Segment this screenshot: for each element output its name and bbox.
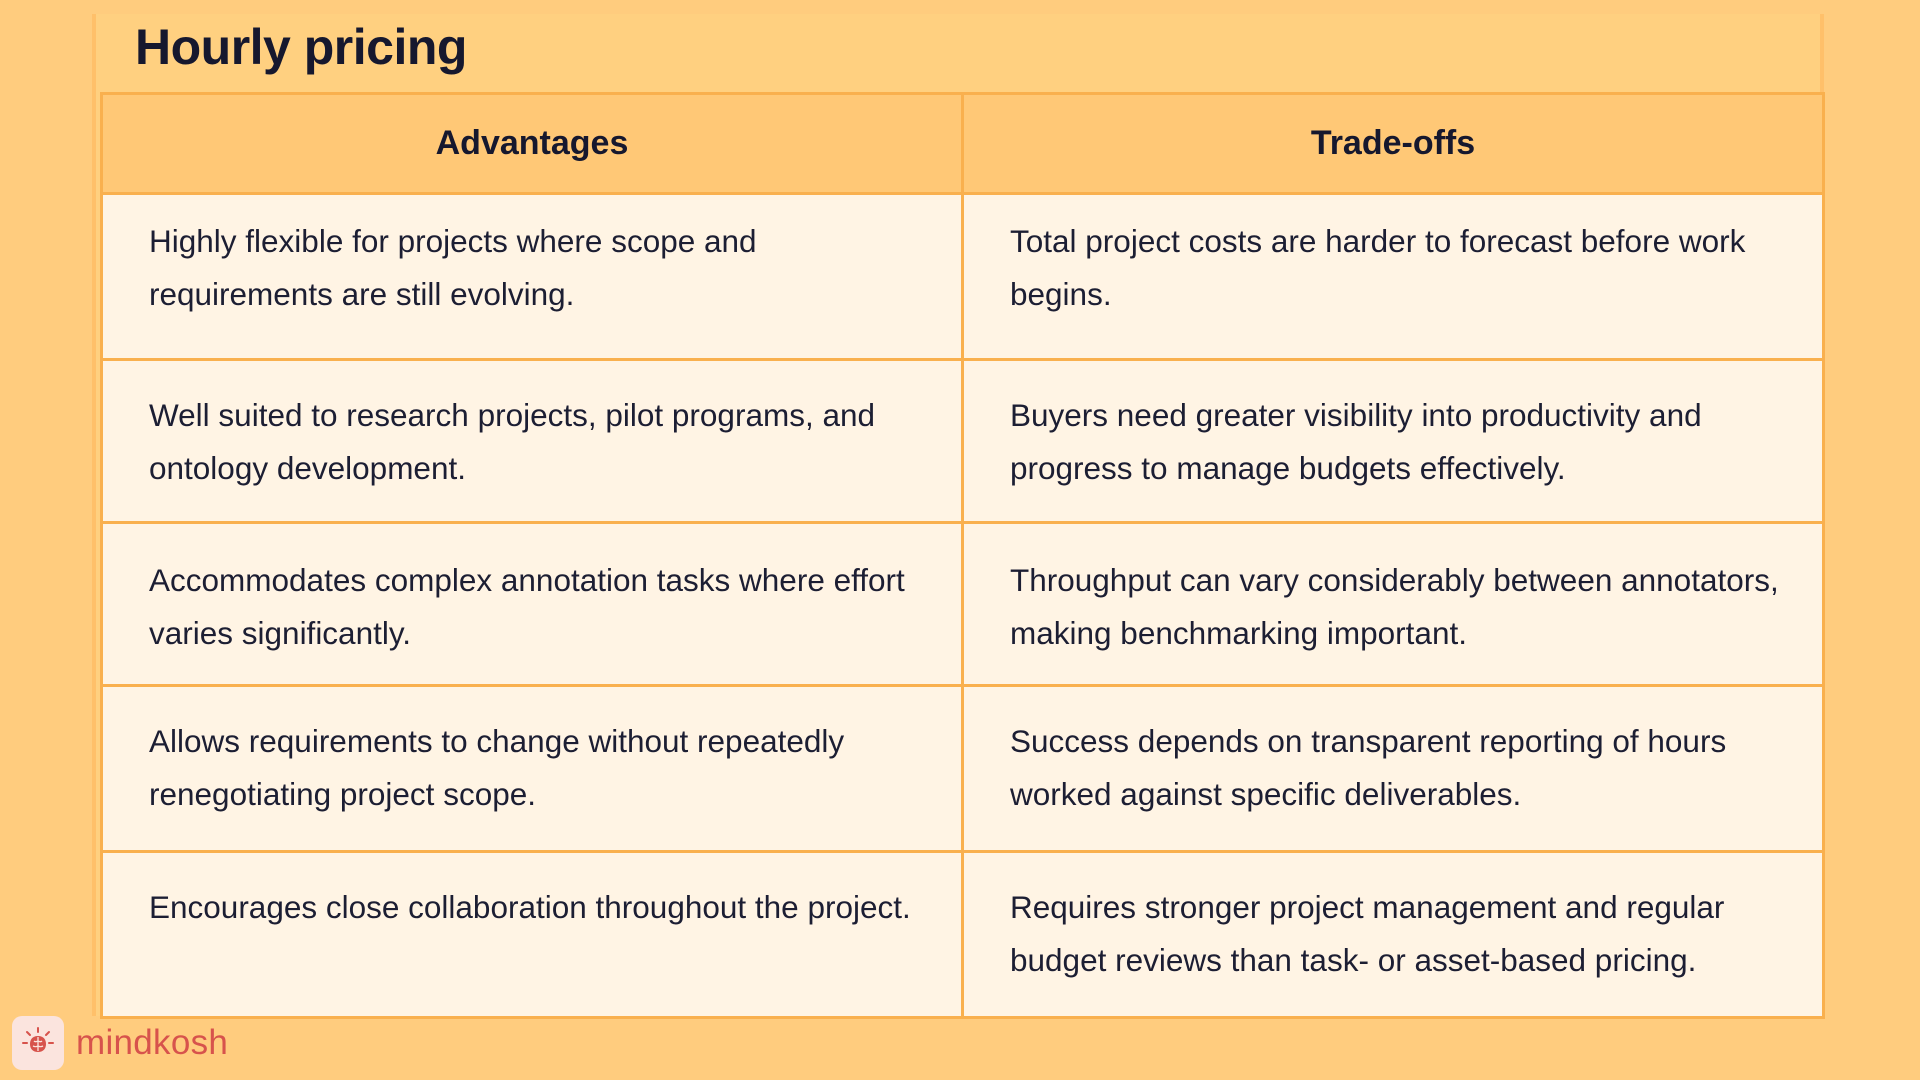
table-row: Accommodates complex annotation tasks wh… [100, 521, 1825, 687]
tradeoff-cell: Buyers need greater visibility into prod… [961, 358, 1825, 524]
advantage-cell: Accommodates complex annotation tasks wh… [100, 521, 964, 687]
table-row: Encourages close collaboration throughou… [100, 850, 1825, 1019]
column-header-advantages: Advantages [100, 92, 964, 195]
table-header-row: Advantages Trade-offs [100, 92, 1825, 195]
advantage-cell: Allows requirements to change without re… [100, 684, 964, 853]
table-row: Allows requirements to change without re… [100, 684, 1825, 853]
advantage-cell: Encourages close collaboration throughou… [100, 850, 964, 1019]
brand-name: mindkosh [76, 1023, 229, 1062]
table-row: Well suited to research projects, pilot … [100, 358, 1825, 524]
comparison-table: Advantages Trade-offs Highly flexible fo… [100, 92, 1825, 1019]
tradeoff-cell: Total project costs are harder to foreca… [961, 192, 1825, 361]
brain-icon [12, 1016, 64, 1070]
tradeoff-cell: Throughput can vary considerably between… [961, 521, 1825, 687]
column-header-tradeoffs: Trade-offs [961, 92, 1825, 195]
tradeoff-cell: Requires stronger project management and… [961, 850, 1825, 1019]
page-title: Hourly pricing [135, 19, 467, 75]
tradeoff-cell: Success depends on transparent reporting… [961, 684, 1825, 853]
table-row: Highly flexible for projects where scope… [100, 192, 1825, 361]
brand-watermark: mindkosh [12, 1016, 228, 1070]
advantage-cell: Well suited to research projects, pilot … [100, 358, 964, 524]
advantage-cell: Highly flexible for projects where scope… [100, 192, 964, 361]
